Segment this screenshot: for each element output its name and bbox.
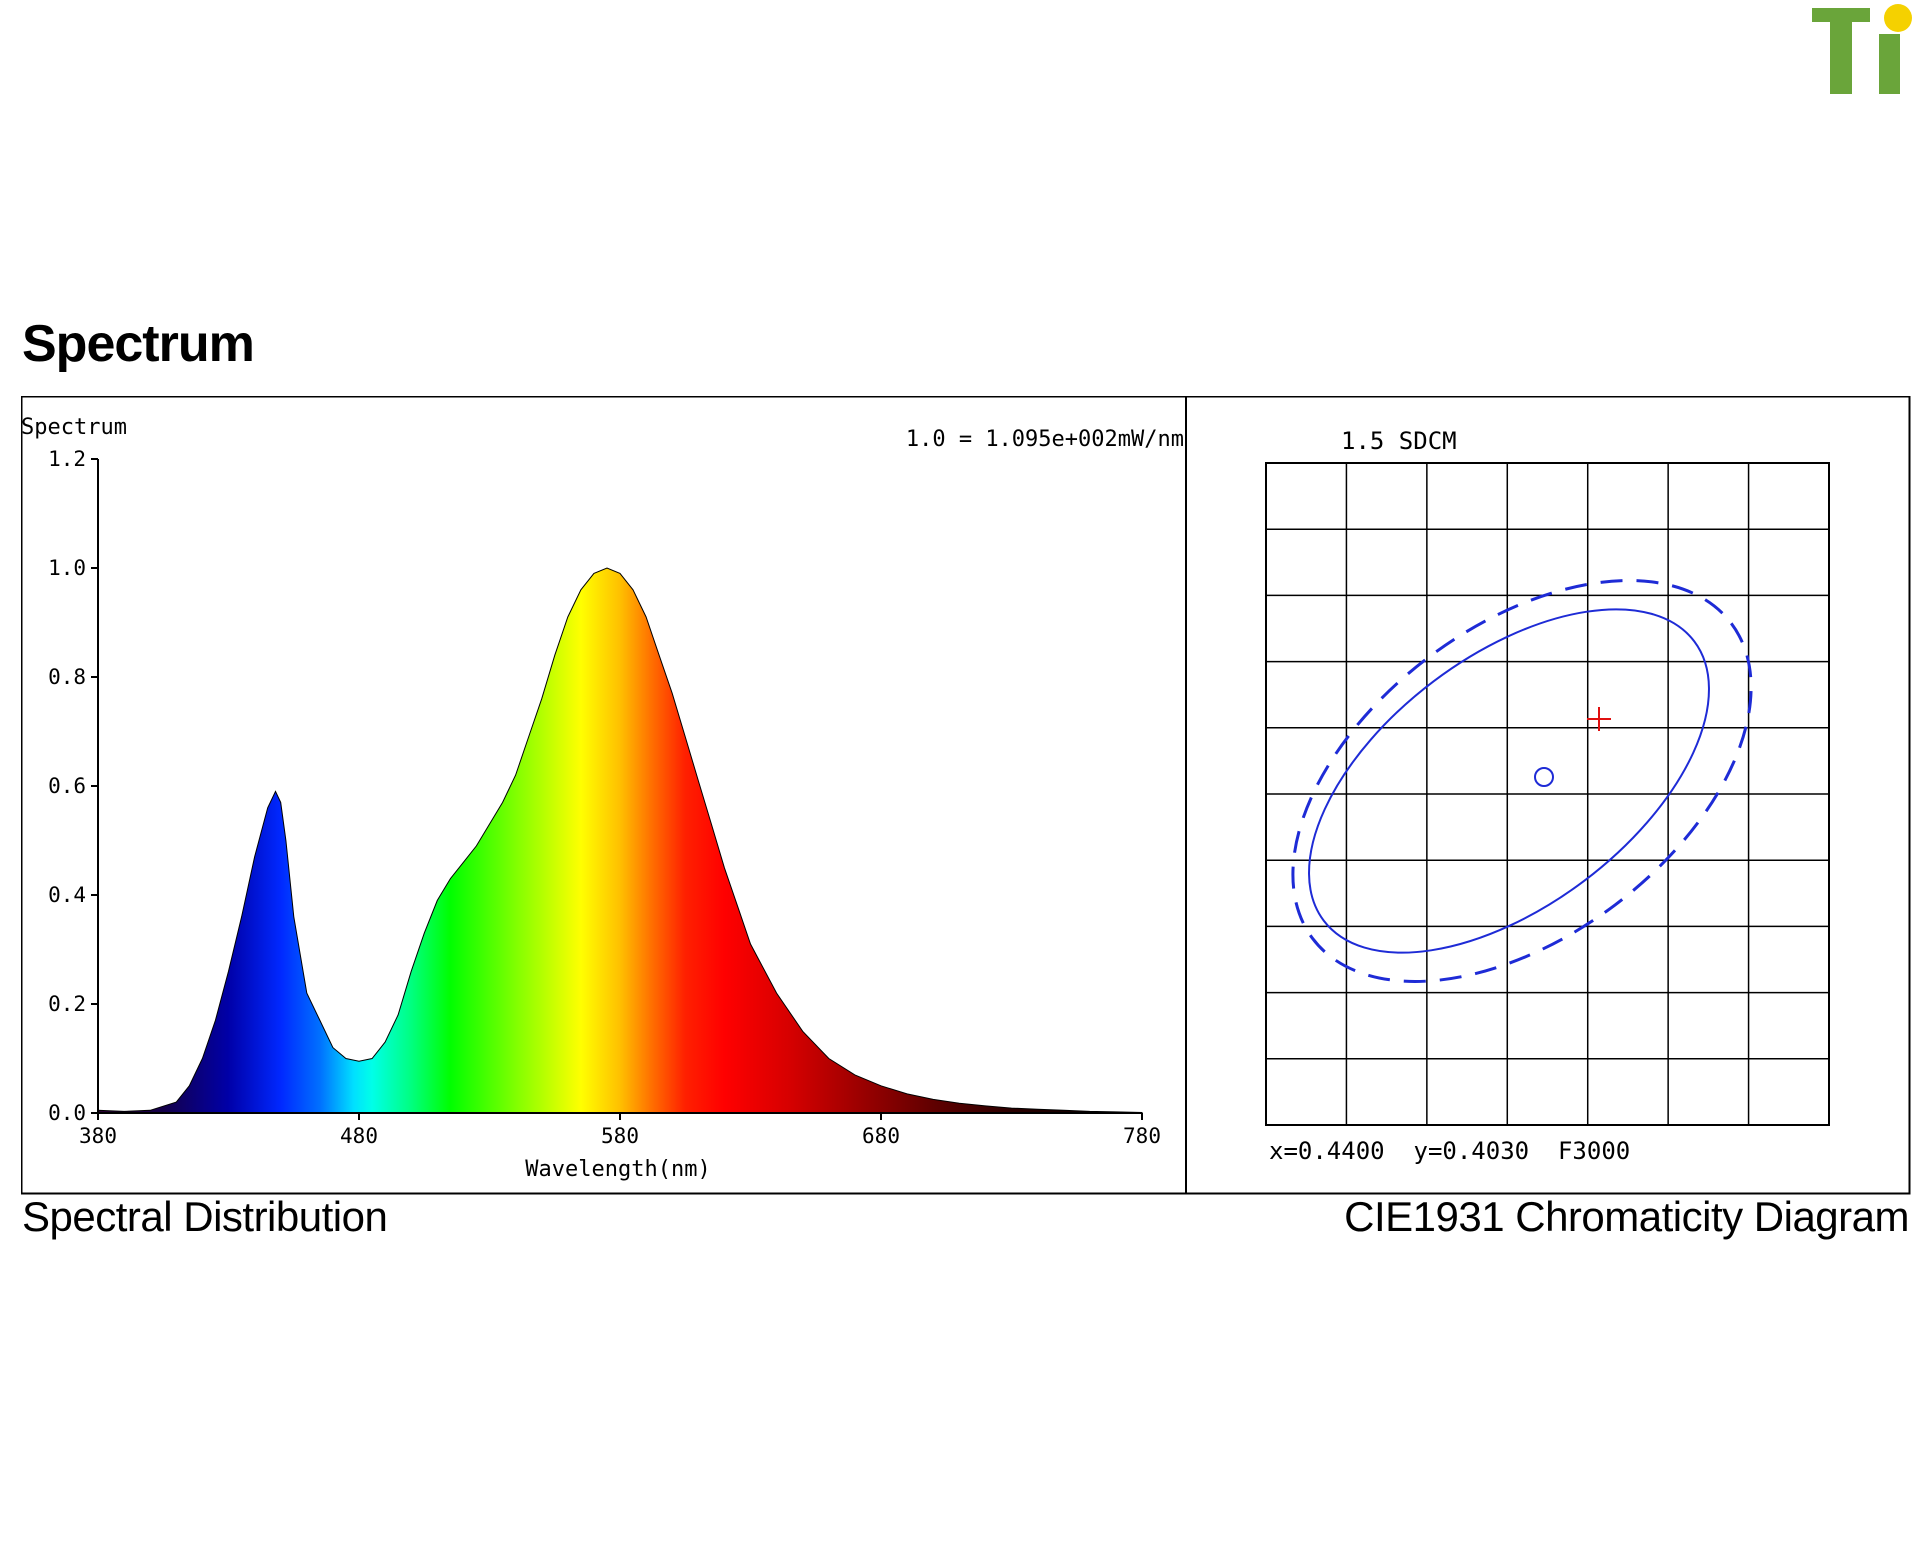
measured-point-marker [1534, 767, 1554, 787]
spectrum-area [97, 567, 1143, 1114]
x-tick-label: 780 [1123, 1124, 1161, 1148]
spectrum-panel-svg: Spectrum 1.0 = 1.095e+002mW/nm 380 480 580… [20, 395, 1911, 1195]
y-tick-label: 1.0 [48, 556, 86, 580]
reference-cross-marker [1587, 707, 1611, 731]
spd-title: Spectrum [21, 415, 127, 440]
x-tick-label: 680 [862, 1124, 900, 1148]
sdcm-dashed-ellipse [1291, 579, 1753, 983]
spd-x-ticks: 380 480 580 680 780 [79, 1113, 1161, 1148]
y-tick-label: 0.2 [48, 992, 86, 1016]
spd-scale-annotation: 1.0 = 1.095e+002mW/nm [906, 427, 1184, 452]
caption-spectral-distribution: Spectral Distribution [22, 1193, 388, 1240]
spd-x-axis-label: Wavelength(nm) [525, 1157, 710, 1182]
spectrum-panel: Spectrum 1.0 = 1.095e+002mW/nm 380 480 580… [20, 395, 1911, 1201]
caption-cie-diagram: CIE1931 Chromaticity Diagram [1344, 1193, 1909, 1240]
y-tick-label: 1.2 [48, 447, 86, 471]
sdcm-solid-ellipse [1308, 608, 1710, 954]
panel-frame [20, 395, 1911, 1195]
cie-coordinates-readout: x=0.4400 y=0.4030 F3000 [1269, 1137, 1630, 1165]
tiled-logo [1812, 4, 1912, 94]
y-tick-label: 0.4 [48, 883, 86, 907]
cie-title: 1.5 SDCM [1341, 427, 1457, 455]
spd-y-ticks: 0.0 0.2 0.4 0.6 0.8 1.0 1.2 [48, 447, 98, 1125]
y-tick-label: 0.8 [48, 665, 86, 689]
x-tick-label: 380 [79, 1124, 117, 1148]
cie-grid [1266, 463, 1829, 1125]
x-tick-label: 580 [601, 1124, 639, 1148]
spectral-distribution-chart: Spectrum 1.0 = 1.095e+002mW/nm 380 480 580… [21, 415, 1184, 1182]
x-tick-label: 480 [340, 1124, 378, 1148]
cie1931-chromaticity-diagram: 1.5 SDCM x=0.4400 y=0.4030 F3000 [1265, 427, 1830, 1165]
y-tick-label: 0.6 [48, 774, 86, 798]
section-title: Spectrum [22, 315, 255, 373]
y-tick-label: 0.0 [48, 1101, 86, 1125]
